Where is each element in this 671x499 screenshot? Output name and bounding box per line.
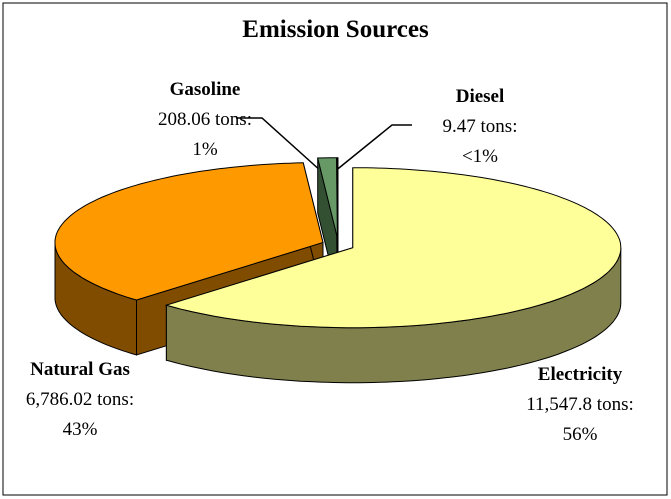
category-label: Electricity: [537, 364, 623, 385]
chart-title: Emission Sources: [242, 16, 429, 43]
slice: [336, 157, 339, 238]
category-label: Natural Gas: [30, 359, 130, 380]
slice-label: Electricity 11,547.8 tons: 56%: [520, 360, 640, 450]
slice: [164, 167, 622, 329]
value-label: 9.47 tons: <1%: [442, 116, 518, 167]
slice-label: Gasoline 208.06 tons: 1%: [158, 75, 253, 165]
category-label: Diesel: [455, 86, 505, 107]
value-label: 11,547.8 tons: 56%: [526, 394, 634, 445]
leader-line: [236, 117, 323, 173]
value-label: 208.06 tons: 1%: [158, 109, 252, 160]
slice: [54, 162, 324, 301]
slice-label: Diesel 9.47 tons: <1%: [425, 82, 535, 172]
value-label: 6,786.02 tons: 43%: [25, 389, 135, 440]
category-label: Gasoline: [169, 79, 241, 100]
slice-label: Natural Gas 6,786.02 tons: 43%: [25, 355, 135, 445]
slice: [317, 157, 338, 238]
leader-line: [333, 124, 412, 173]
